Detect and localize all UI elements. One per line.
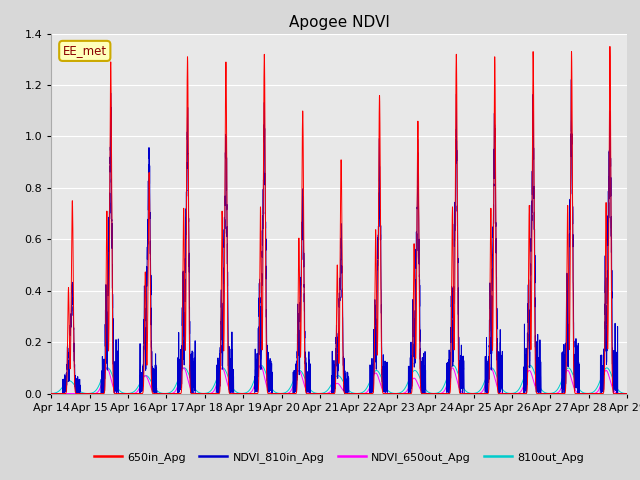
Text: EE_met: EE_met: [63, 44, 107, 58]
Legend: 650in_Apg, NDVI_810in_Apg, NDVI_650out_Apg, 810out_Apg: 650in_Apg, NDVI_810in_Apg, NDVI_650out_A…: [90, 447, 589, 467]
Title: Apogee NDVI: Apogee NDVI: [289, 15, 390, 30]
